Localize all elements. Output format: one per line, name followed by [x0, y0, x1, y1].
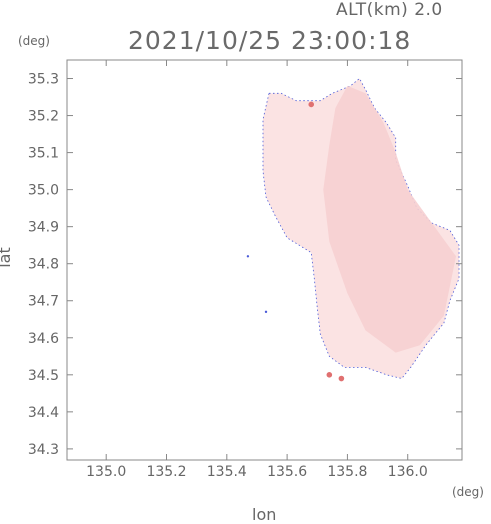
altitude-label: ALT(km) 2.0 [336, 0, 443, 20]
x-axis-ticks: 135.0 135.2 135.4 135.6 135.8 136.0 [86, 60, 428, 480]
x-tick-label: 136.0 [388, 464, 428, 480]
echo-intensity-region [323, 85, 456, 353]
echo-hot-spot [326, 372, 333, 378]
x-axis-unit: (deg) [452, 485, 484, 499]
y-tick-label: 34.5 [28, 368, 59, 384]
y-axis-ticks: 34.3 34.4 34.5 34.6 34.7 34.8 34.9 35.0 35.1 35.2… [28, 72, 462, 458]
y-tick-label: 34.8 [28, 257, 59, 273]
x-tick-label: 135.0 [86, 464, 126, 480]
y-tick-label: 34.9 [28, 220, 59, 236]
y-tick-label: 35.0 [28, 183, 59, 199]
y-tick-label: 34.7 [28, 294, 59, 310]
x-tick-label: 135.6 [267, 464, 307, 480]
y-tick-label: 34.3 [28, 442, 59, 458]
echo-layer [246, 77, 460, 382]
y-tick-label: 35.1 [28, 146, 59, 162]
x-tick-label: 135.4 [207, 464, 247, 480]
y-axis-unit: (deg) [18, 34, 50, 48]
y-tick-label: 35.2 [28, 109, 59, 125]
x-tick-label: 135.8 [327, 464, 367, 480]
plot-frame [66, 59, 463, 461]
y-tick-label: 34.4 [28, 405, 59, 421]
echo-outlier [264, 310, 268, 314]
plot-area [246, 77, 460, 382]
x-axis-label: lon [252, 505, 277, 524]
echo-hot-spot [308, 101, 315, 108]
echo-outlier [246, 255, 250, 258]
echo-hot-spot [338, 375, 345, 382]
y-tick-label: 35.3 [28, 72, 59, 88]
chart-timestamp: 2021/10/25 23:00:18 [128, 26, 412, 55]
x-tick-label: 135.2 [146, 464, 186, 480]
y-tick-label: 34.6 [28, 331, 59, 347]
